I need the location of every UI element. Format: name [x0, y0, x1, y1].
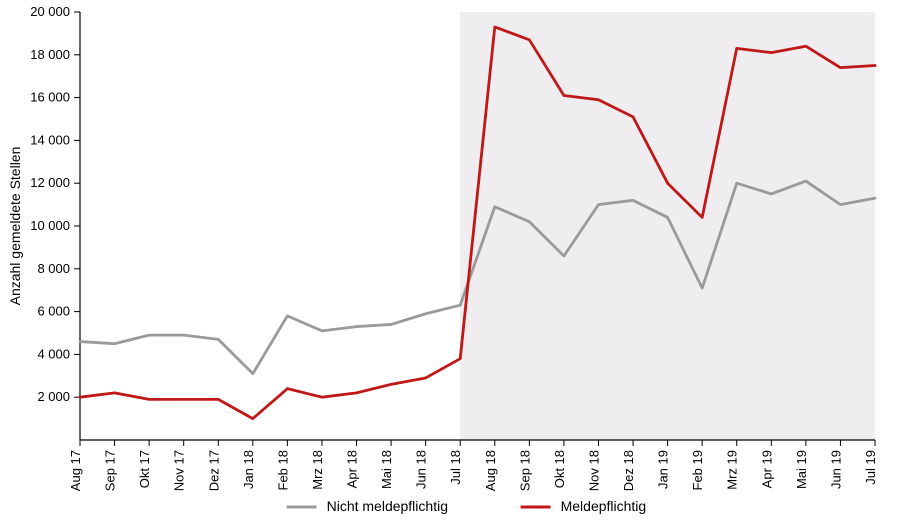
y-tick-label: 2 000	[37, 389, 70, 404]
x-tick-label: Feb 18	[275, 450, 290, 490]
chart-svg: 2 000 4 000 6 000 8 000 10 000 12 000 14 000 16…	[0, 0, 900, 525]
legend-label: Meldepflichtig	[561, 498, 647, 514]
x-tick-label: Aug 18	[483, 450, 498, 491]
y-tick-label: 14 000	[30, 132, 70, 147]
x-tick-label: Jul 19	[863, 450, 878, 485]
x-tick-label: Aug 17	[68, 450, 83, 491]
x-tick-label: Jun 19	[828, 450, 843, 489]
x-tick-label: Feb 19	[690, 450, 705, 490]
x-tick-label: Mai 18	[379, 450, 394, 489]
x-tick-label: Jan 18	[241, 450, 256, 489]
y-tick-label: 16 000	[30, 90, 70, 105]
x-tick-label: Apr 19	[759, 450, 774, 488]
x-tick-label: Sep 18	[517, 450, 532, 491]
shaded-region	[460, 12, 875, 440]
x-tick-label: Mai 19	[794, 450, 809, 489]
x-tick-label: Sep 17	[103, 450, 118, 491]
y-tick-label: 8 000	[37, 261, 70, 276]
y-tick-label: 18 000	[30, 47, 70, 62]
x-tick-label: Dez 18	[621, 450, 636, 491]
y-tick-label: 6 000	[37, 304, 70, 319]
legend-label: Nicht meldepflichtig	[327, 498, 448, 514]
x-tick-label: Dez 17	[206, 450, 221, 491]
x-tick-label: Mrz 19	[725, 450, 740, 490]
x-tick-label: Nov 18	[586, 450, 601, 491]
x-tick-label: Nov 17	[172, 450, 187, 491]
x-tick-label: Mrz 18	[310, 450, 325, 490]
x-tick-label: Okt 17	[137, 450, 152, 488]
x-tick-label: Jan 19	[656, 450, 671, 489]
x-tick-label: Okt 18	[552, 450, 567, 488]
y-tick-label: 20 000	[30, 4, 70, 19]
y-tick-label: 4 000	[37, 346, 70, 361]
x-tick-label: Jun 18	[414, 450, 429, 489]
y-tick-label: 12 000	[30, 175, 70, 190]
line-chart: 2 000 4 000 6 000 8 000 10 000 12 000 14 000 16…	[0, 0, 900, 525]
y-axis-label: Anzahl gemeldete Stellen	[7, 147, 23, 306]
x-tick-label: Jul 18	[448, 450, 463, 485]
y-tick-label: 10 000	[30, 218, 70, 233]
x-tick-label: Apr 18	[345, 450, 360, 488]
